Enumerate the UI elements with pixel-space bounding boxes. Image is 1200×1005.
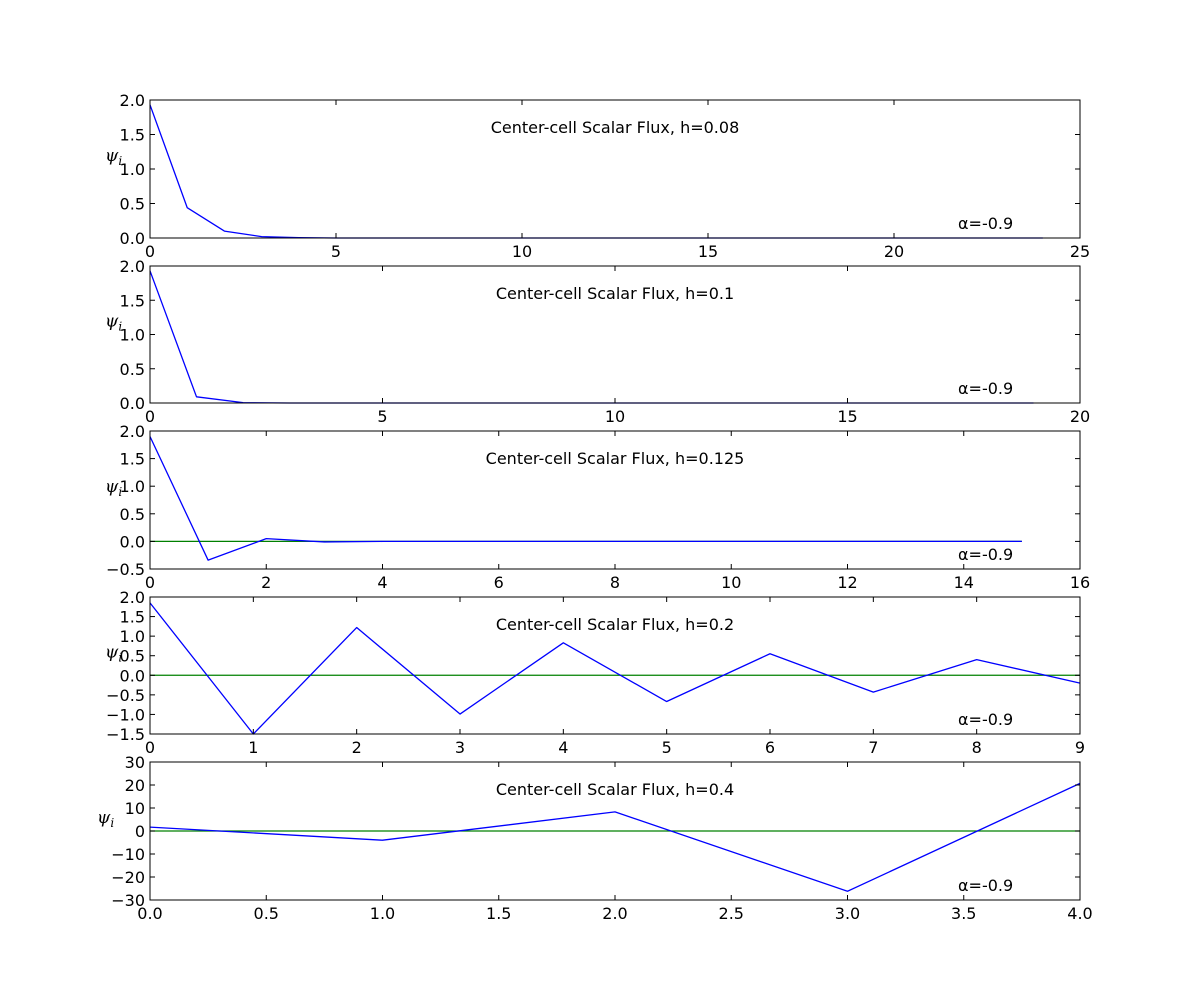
y-tick-label: 1.5 xyxy=(120,291,145,310)
y-tick-label: 0.0 xyxy=(120,532,145,551)
y-tick-label: 2.0 xyxy=(120,91,145,110)
y-tick-label: 20 xyxy=(125,776,145,795)
y-tick-label: 0.0 xyxy=(120,394,145,413)
series-line-1 xyxy=(149,782,1081,892)
x-tick-label: 9 xyxy=(1075,738,1085,757)
x-tick-label: 0 xyxy=(145,573,155,592)
subplot-title: Center-cell Scalar Flux, h=0.4 xyxy=(496,780,734,799)
y-tick-label: 1.0 xyxy=(120,326,145,345)
x-tick-label: 25 xyxy=(1070,242,1090,261)
x-tick-label: 4 xyxy=(558,738,568,757)
y-tick-label: −20 xyxy=(111,868,145,887)
x-tick-label: 3.5 xyxy=(951,904,976,923)
x-tick-label: 2 xyxy=(352,738,362,757)
x-tick-label: 6 xyxy=(494,573,504,592)
x-tick-label: 10 xyxy=(605,407,625,426)
y-tick-label: 2.0 xyxy=(120,588,145,607)
y-tick-label: −0.5 xyxy=(106,686,145,705)
y-tick-label: 1.0 xyxy=(120,160,145,179)
x-tick-label: 6 xyxy=(765,738,775,757)
subplot-title: Center-cell Scalar Flux, h=0.125 xyxy=(486,449,745,468)
y-tick-label: −30 xyxy=(111,891,145,910)
subplot-5: 0.0 0.5 1.0 1.5 2.0 2.5 3.0 3.5 4.0 −30 −20 −10 0 10 2… xyxy=(97,753,1093,923)
x-tick-label: 20 xyxy=(1070,407,1090,426)
y-tick-label: 0.0 xyxy=(120,229,145,248)
x-tick-label: 7 xyxy=(868,738,878,757)
x-tick-label: 3 xyxy=(455,738,465,757)
y-tick-label: 0.5 xyxy=(120,647,145,666)
x-tick-label: 2.5 xyxy=(719,904,744,923)
x-tick-label: 4.0 xyxy=(1067,904,1092,923)
x-tick-label: 15 xyxy=(698,242,718,261)
y-axis-label: ψi xyxy=(105,643,122,665)
y-tick-label: 1.5 xyxy=(120,126,145,145)
x-tick-label: 5 xyxy=(377,407,387,426)
y-tick-label: 1.0 xyxy=(120,477,145,496)
y-tick-label: 0 xyxy=(135,822,145,841)
x-tick-label: 2.0 xyxy=(602,904,627,923)
x-tick-label: 0 xyxy=(145,738,155,757)
x-tick-label: 1 xyxy=(248,738,258,757)
x-tick-label: 20 xyxy=(884,242,904,261)
x-tick-label: 8 xyxy=(610,573,620,592)
alpha-annotation: α=-0.9 xyxy=(958,214,1013,233)
x-tick-label: 0.5 xyxy=(254,904,279,923)
alpha-annotation: α=-0.9 xyxy=(958,545,1013,564)
y-tick-label: −1.0 xyxy=(106,705,145,724)
x-tick-label: 5 xyxy=(662,738,672,757)
subplot-4: 0 1 2 3 4 5 6 7 8 9 −1.5−1.0−0.50.00.51.01.52.0 Cen… xyxy=(105,588,1085,757)
x-tick-label: 1.5 xyxy=(486,904,511,923)
subplot-title: Center-cell Scalar Flux, h=0.08 xyxy=(491,118,740,137)
series-line-1 xyxy=(149,436,1022,561)
x-tick-label: 3.0 xyxy=(835,904,860,923)
y-axis-label: ψi xyxy=(97,808,114,830)
x-tick-label: 4 xyxy=(377,573,387,592)
x-tick-label: 0 xyxy=(145,242,155,261)
subplot-3: 0 2 4 6 8 10 12 14 16 −0.5 0.0 0.5 1.0 1.5 2.0 Center-c… xyxy=(105,422,1090,592)
y-tick-label: 0.5 xyxy=(120,195,145,214)
x-tick-label: 10 xyxy=(721,573,741,592)
y-tick-label: 0.5 xyxy=(120,505,145,524)
y-tick-label: −10 xyxy=(111,845,145,864)
x-tick-label: 12 xyxy=(837,573,857,592)
y-tick-label: 1.0 xyxy=(120,627,145,646)
y-tick-label: −1.5 xyxy=(106,725,145,744)
x-tick-label: 2 xyxy=(261,573,271,592)
y-axis-label: ψi xyxy=(105,477,122,499)
y-tick-label: 0.5 xyxy=(120,360,145,379)
y-axis-label: ψi xyxy=(105,146,122,168)
y-tick-label: 10 xyxy=(125,799,145,818)
x-tick-label: 0 xyxy=(145,407,155,426)
alpha-annotation: α=-0.9 xyxy=(958,876,1013,895)
subplot-title: Center-cell Scalar Flux, h=0.2 xyxy=(496,615,734,634)
y-tick-label: 30 xyxy=(125,753,145,772)
series-line-1 xyxy=(149,602,1081,735)
x-tick-label: 16 xyxy=(1070,573,1090,592)
y-tick-label: −0.5 xyxy=(106,560,145,579)
subplot-1: 0 5 10 15 20 25 0.0 0.5 1.0 1.5 2.0 Center-cell Sca… xyxy=(105,91,1090,261)
x-tick-label: 0.0 xyxy=(137,904,162,923)
subplot-2: 0 5 10 15 20 0.0 0.5 1.0 1.5 2.0 Center-cell Scala… xyxy=(105,257,1090,426)
y-tick-label: 0.0 xyxy=(120,666,145,685)
y-tick-label: 1.5 xyxy=(120,608,145,627)
axes-frame xyxy=(149,596,1081,735)
x-tick-label: 5 xyxy=(331,242,341,261)
alpha-annotation: α=-0.9 xyxy=(958,710,1013,729)
y-axis-label: ψi xyxy=(105,312,122,334)
x-tick-label: 14 xyxy=(954,573,974,592)
subplot-title: Center-cell Scalar Flux, h=0.1 xyxy=(496,284,734,303)
y-tick-label: 1.5 xyxy=(120,450,145,469)
alpha-annotation: α=-0.9 xyxy=(958,379,1013,398)
x-tick-label: 15 xyxy=(837,407,857,426)
x-tick-label: 10 xyxy=(512,242,532,261)
y-tick-label: 2.0 xyxy=(120,422,145,441)
x-tick-label: 8 xyxy=(972,738,982,757)
y-tick-label: 2.0 xyxy=(120,257,145,276)
x-tick-label: 1.0 xyxy=(370,904,395,923)
